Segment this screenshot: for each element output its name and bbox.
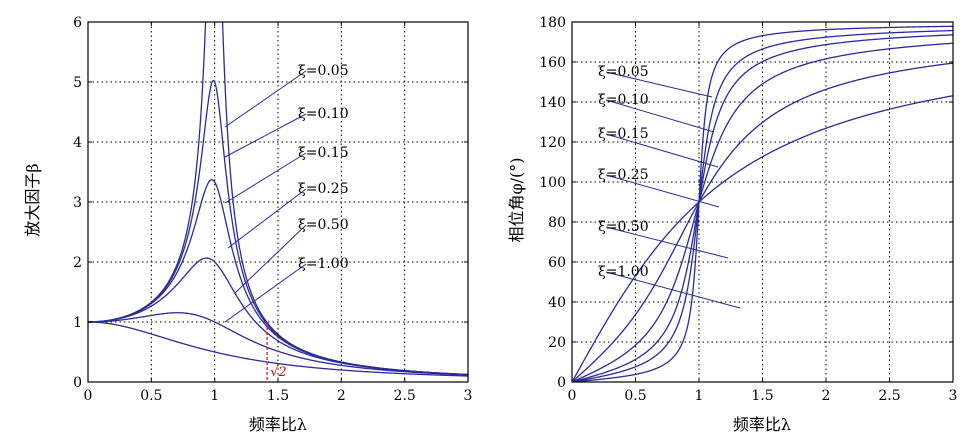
chart2-ytick-label: 0	[557, 375, 566, 391]
chart1-series-label: ξ=0.05	[298, 63, 349, 79]
chart2-series-label: ξ=0.15	[598, 126, 649, 142]
chart2-series-label: ξ=1.00	[598, 264, 649, 280]
chart2-ytick-label: 60	[548, 255, 566, 271]
chart1-annotation-leader	[224, 70, 307, 128]
chart1-series-label: ξ=0.10	[298, 106, 349, 122]
chart1-sqrt2-label: √2	[270, 365, 287, 380]
chart1-xtick-label: 1.5	[267, 388, 289, 404]
chart2-annotation-leader	[605, 271, 741, 309]
chart2-xtick-label: 0.5	[624, 388, 646, 404]
chart1-series-line	[88, 321, 468, 377]
chart2-series-line	[572, 42, 953, 382]
chart1-ytick-label: 6	[73, 15, 82, 31]
chart2-annotation-leader	[605, 133, 719, 168]
chart1-xtick-label: 1	[210, 388, 219, 404]
chart2-annotation-leader	[605, 71, 713, 98]
chart2-ytick-label: 140	[539, 95, 566, 111]
chart1-xtick-label: 2	[337, 388, 346, 404]
chart1-series-label: ξ=0.25	[298, 181, 349, 197]
chart1-series-line	[88, 257, 468, 376]
chart2-series-label: ξ=0.05	[598, 64, 649, 80]
chart2-xtick-label: 1.5	[751, 388, 773, 404]
chart1-xtick-label: 0	[84, 388, 93, 404]
chart2-series-label: ξ=0.10	[598, 92, 649, 108]
chart1-series-label: ξ=1.00	[298, 256, 349, 272]
chart2-series-line	[572, 34, 953, 382]
chart1-series-line	[88, 22, 468, 376]
chart1-xlabel: 频率比λ	[249, 415, 307, 434]
chart1-ylabel: 放大因子β	[23, 163, 42, 236]
chart1-series-label: ξ=0.15	[298, 145, 349, 161]
chart2-series-label: ξ=0.50	[598, 219, 649, 235]
chart2-xtick-label: 3	[949, 388, 958, 404]
chart1-annotation-leader	[224, 263, 307, 323]
chart1-series-line	[88, 179, 468, 376]
chart2-series-line	[572, 25, 953, 382]
chart1-series-line	[88, 79, 468, 376]
chart1-ytick-label: 4	[73, 135, 82, 151]
chart2-xlabel: 频率比λ	[733, 415, 791, 434]
chart2-series-line	[572, 29, 953, 382]
chart2-xtick-label: 2.5	[878, 388, 900, 404]
chart2-annotation-leader	[605, 226, 729, 259]
chart2-annotation-leader	[605, 99, 715, 133]
chart2-series-label: ξ=0.25	[598, 167, 649, 183]
chart1-xtick-label: 3	[464, 388, 473, 404]
chart1-annotation-leader	[224, 113, 307, 158]
chart2-ytick-label: 80	[548, 215, 566, 231]
chart1-series-label: ξ=0.50	[298, 217, 349, 233]
chart2-ytick-label: 120	[539, 135, 566, 151]
chart1-ytick-label: 3	[73, 195, 82, 211]
chart2-ytick-label: 160	[539, 55, 566, 71]
chart1-annotation-leader	[234, 224, 307, 294]
chart1-ytick-label: 5	[73, 75, 82, 91]
chart1-ytick-label: 1	[73, 315, 82, 331]
chart1-ytick-label: 2	[73, 255, 82, 271]
chart1-series-line	[88, 312, 468, 376]
chart2-xtick-label: 0	[568, 388, 577, 404]
chart2-ytick-label: 20	[548, 335, 566, 351]
chart2-series-line	[572, 95, 953, 382]
chart2-series-line	[572, 62, 953, 382]
chart1-annotation-leader	[224, 152, 307, 204]
chart2-ylabel: 相位角φ/(°)	[507, 157, 526, 242]
chart1-xtick-label: 2.5	[394, 388, 416, 404]
chart2-ytick-label: 180	[539, 15, 566, 31]
chart1-annotation-leader	[227, 188, 307, 249]
chart1-xtick-label: 0.5	[140, 388, 162, 404]
chart2-xtick-label: 1	[695, 388, 704, 404]
chart2-xtick-label: 2	[822, 388, 831, 404]
chart1-ytick-label: 0	[73, 375, 82, 391]
chart2-ytick-label: 100	[539, 175, 566, 191]
chart2-ytick-label: 40	[548, 295, 566, 311]
